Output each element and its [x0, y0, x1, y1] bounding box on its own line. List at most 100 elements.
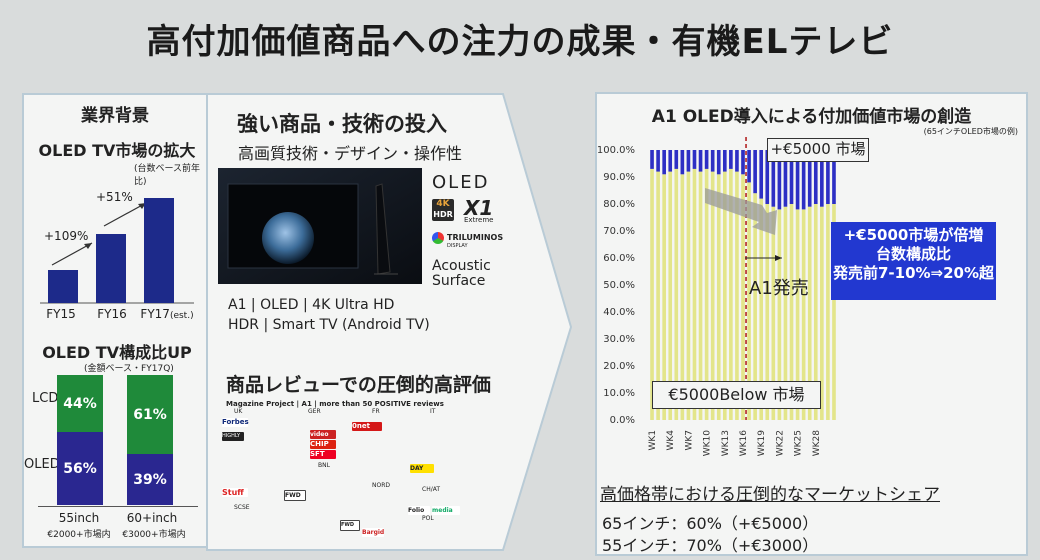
country-uk: UK — [234, 408, 243, 415]
reviews-caption: Magazine Project | A1 | more than 50 POS… — [226, 400, 444, 408]
bar-above-wk9 — [698, 150, 703, 172]
review-logo-bargid: Bargid — [362, 528, 385, 537]
market-share-chart: 0.0% 10.0% 20.0% 30.0% 40.0% 50.0% 60.0% 70.0% 8… — [597, 137, 836, 457]
market-share-title: 高価格帯における圧倒的なマーケットシェア — [600, 485, 940, 505]
logo-4k-hdr: 4K HDR — [432, 199, 454, 221]
fy-label-17-year: FY17 — [140, 307, 170, 321]
y-tick-label: 80.0% — [603, 199, 635, 210]
y-axis: 0.0% 10.0% 20.0% 30.0% 40.0% 50.0% 60.0% 70.0% 8… — [597, 145, 635, 426]
x-tick-label: WK10 — [703, 430, 713, 457]
x-tick-label: WK4 — [666, 430, 676, 451]
growth-label-fy17: +51% — [96, 190, 133, 204]
x-axis: WK1 WK4 WK7 WK10 WK13 WK16 WK19 WK22 WK25 WK28 — [648, 430, 822, 457]
bar-above-wk31 — [832, 150, 836, 204]
fy-label-17-est: (est.) — [169, 311, 194, 321]
bar-above-wk18 — [753, 150, 757, 194]
tv-product-image — [218, 168, 422, 284]
bar-below-wk14 — [729, 168, 733, 420]
y-tick-label: 70.0% — [603, 226, 635, 237]
bar-above-wk28 — [813, 150, 818, 204]
bar-below-wk7 — [686, 171, 691, 420]
bar-below-wk23 — [783, 206, 788, 420]
bar-below-wk9 — [698, 171, 703, 420]
review-logo-stuff: Stuff — [222, 488, 248, 497]
bar-above-wk5 — [674, 150, 679, 169]
logo-acoustic-line2: Surface — [432, 273, 486, 289]
bar-below-wk18 — [753, 193, 757, 420]
bar-below-wk20 — [765, 204, 770, 420]
y-tick-label: 50.0% — [603, 280, 635, 291]
x-tick-label: WK1 — [648, 430, 658, 451]
y-tick-label: 40.0% — [603, 307, 635, 318]
composition-size-55: 55inch — [58, 511, 100, 525]
bar-above-wk2 — [656, 150, 660, 172]
bar-above-wk17 — [747, 150, 751, 183]
bar-above-wk12 — [716, 150, 721, 175]
bar-above-wk10 — [704, 150, 709, 169]
y-tick-label: 100.0% — [597, 145, 635, 156]
bar-below-wk17 — [747, 182, 751, 420]
callout-below-5000: €5000Below 市場 — [652, 381, 821, 409]
launch-arrow — [745, 255, 782, 261]
review-logo-fwd-2: FWD — [340, 520, 360, 531]
country-ger: GER — [308, 408, 321, 415]
country-nord: NORD — [372, 482, 390, 489]
x-tick-label: WK7 — [684, 430, 694, 451]
logo-oled: OLED — [432, 172, 490, 193]
y-tick-label: 60.0% — [603, 253, 635, 264]
bar-below-wk3 — [662, 174, 666, 420]
bar-above-wk8 — [692, 150, 697, 169]
composition-bar-55-lcd: 44% — [57, 375, 103, 433]
reviews-title: 商品レビューでの圧倒的高評価 — [226, 374, 491, 396]
bar-below-wk29 — [820, 206, 824, 420]
fy-label-15: FY15 — [46, 307, 76, 321]
market-share-55: 55インチ：70%（+€3000） — [602, 536, 819, 555]
tv-illustration — [218, 168, 422, 284]
strong-products-subtitle: 高画質技術・デザイン・操作性 — [238, 144, 463, 163]
bar-below-wk13 — [722, 171, 727, 420]
lcd-label: LCD — [32, 391, 59, 406]
review-logo-chip: CHIP — [310, 440, 336, 449]
bar-below-wk28 — [813, 204, 818, 420]
bar-above-wk4 — [668, 150, 673, 172]
review-logo-forbes: Forbes — [222, 418, 249, 427]
growth-chart-note: (台数ベース前年比) — [134, 164, 201, 187]
y-tick-label: 10.0% — [603, 388, 635, 399]
growth-bar-fy17 — [144, 198, 174, 303]
bar-above-wk23 — [783, 150, 788, 207]
value-market-title: A1 OLED導入による付加価値市場の創造 — [651, 107, 972, 127]
composition-note-60: €3000+市場内 — [122, 530, 186, 540]
composition-bar-60-oled: 39% — [127, 454, 173, 505]
bar-below-wk31 — [832, 204, 836, 420]
bar-below-wk19 — [759, 198, 764, 420]
bar-below-wk2 — [656, 171, 660, 420]
industry-background-panel: 業界背景 OLED TV市場の拡大 (台数ベース前年比) +109% +51% … — [22, 93, 208, 548]
bar-above-wk29 — [820, 150, 824, 207]
x-tick-label: WK13 — [721, 430, 731, 456]
fy-label-16: FY16 — [97, 307, 127, 321]
chart-bars — [650, 150, 836, 420]
bar-below-wk16 — [741, 174, 745, 420]
industry-background-title: 業界背景 — [81, 106, 149, 126]
bar-above-wk27 — [807, 150, 812, 207]
x-tick-label: WK22 — [775, 430, 785, 456]
country-bnl: BNL — [318, 462, 330, 469]
composition-bar-55: 44% 56% — [57, 375, 103, 505]
logo-x1: X1 — [464, 196, 494, 220]
composition-bar-60-lcd: 61% — [127, 375, 173, 455]
decline-arrow — [705, 188, 777, 235]
bar-above-wk20 — [765, 150, 770, 204]
growth-bar-fy15 — [48, 269, 78, 303]
growth-label-fy16: +109% — [44, 229, 89, 243]
review-logo-highly: HIGHLY — [222, 432, 244, 441]
product-specs-line1: A1 | OLED | 4K Ultra HD — [228, 297, 395, 313]
launch-label: A1発売 — [749, 278, 809, 299]
y-tick-label: 30.0% — [603, 334, 635, 345]
y-tick-label: 90.0% — [603, 172, 635, 183]
bar-above-wk19 — [759, 150, 764, 199]
review-logos-grid: UK GER FR IT BNL NORD CH/AT SCSE POL For… — [222, 408, 465, 544]
bar-above-wk3 — [662, 150, 666, 175]
bar-above-wk16 — [741, 150, 745, 175]
bar-below-wk11 — [710, 171, 715, 420]
country-scse: SCSE — [234, 504, 250, 511]
